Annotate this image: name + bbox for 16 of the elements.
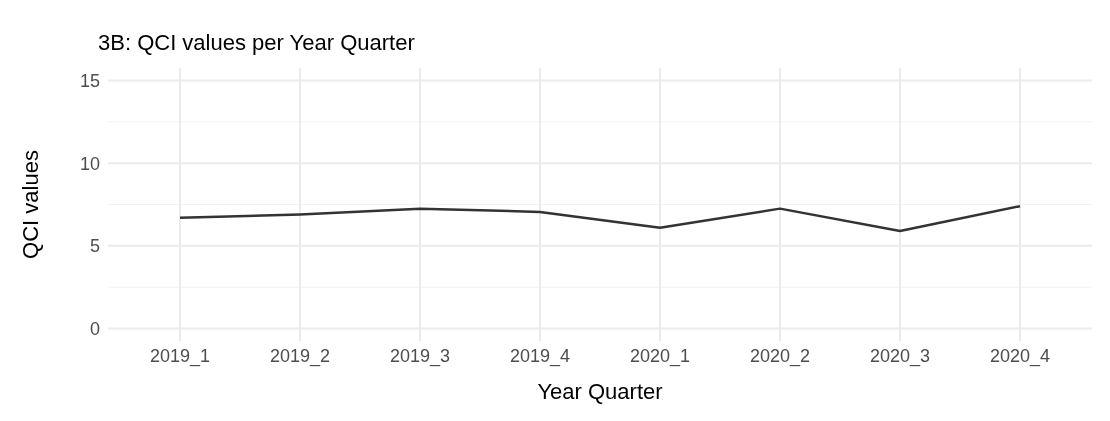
x-tick-label: 2020_1 xyxy=(629,345,691,367)
x-tick-label: 2019_1 xyxy=(149,345,211,367)
x-tick-label: 2020_3 xyxy=(869,345,931,367)
y-tick-label: 15 xyxy=(79,70,100,91)
chart-title: 3B: QCI values per Year Quarter xyxy=(98,30,415,56)
y-tick-label: 5 xyxy=(89,236,100,257)
x-tick-label: 2019_2 xyxy=(269,345,331,367)
x-tick-label: 2019_4 xyxy=(509,345,571,367)
x-axis-title: Year Quarter xyxy=(537,379,663,404)
line-series xyxy=(178,204,1022,233)
y-tick-label: 10 xyxy=(79,153,100,174)
y-axis-title: QCI values xyxy=(17,150,43,259)
x-tick-label: 2020_2 xyxy=(749,345,811,367)
y-tick-label: 0 xyxy=(89,318,100,339)
x-tick-label: 2020_4 xyxy=(989,345,1051,367)
x-tick-label: 2019_3 xyxy=(389,345,451,367)
